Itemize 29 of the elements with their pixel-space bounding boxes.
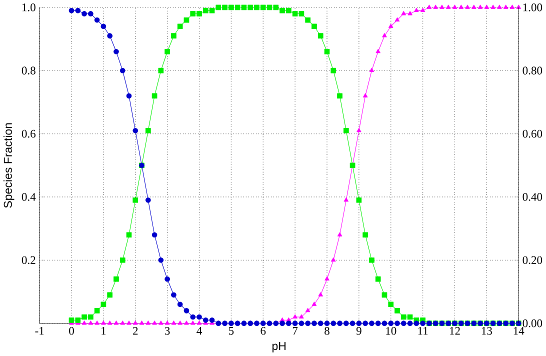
x-tick-label: 0 xyxy=(69,327,74,335)
x-tick-label: 12 xyxy=(450,327,460,335)
y-tick-label: 1.0 xyxy=(22,4,36,12)
y2-tick-label: 0.60 xyxy=(522,130,542,138)
y2-tick-label: 1.00 xyxy=(523,4,542,12)
x-tick-label: 9 xyxy=(356,327,362,335)
x-tick-label: 10 xyxy=(386,327,396,335)
y2-tick-label: 0.20 xyxy=(522,256,542,264)
y-tick-label: 0.2 xyxy=(22,256,36,264)
x-tick-label: 7 xyxy=(292,327,298,335)
x-tick-label: 4 xyxy=(196,327,202,335)
x-axis-title: pH xyxy=(272,342,286,352)
x-tick-label: 5 xyxy=(228,327,234,335)
x-tick-label: 2 xyxy=(133,327,138,335)
y2-tick-label: 0.40 xyxy=(522,193,542,201)
y-tick-label: 0.6 xyxy=(22,130,36,138)
x-tick-label: 13 xyxy=(482,327,492,335)
y-axis-title: Species Fraction xyxy=(4,123,14,208)
x-tick-label: 6 xyxy=(260,327,266,335)
x-tick-label: 8 xyxy=(324,327,330,335)
x-tick-label: 1 xyxy=(102,327,106,335)
y2-tick-label: 0.00 xyxy=(522,319,542,328)
x-tick-label: 11 xyxy=(418,327,428,335)
y2-tick-label: 0.80 xyxy=(522,66,542,75)
y-tick-label: 0.4 xyxy=(22,193,36,201)
x-tick-label: -1 xyxy=(35,327,44,335)
x-tick-label: 14 xyxy=(514,327,524,335)
x-tick-label: 3 xyxy=(164,327,170,335)
y-tick-label: 0.8 xyxy=(22,66,36,75)
